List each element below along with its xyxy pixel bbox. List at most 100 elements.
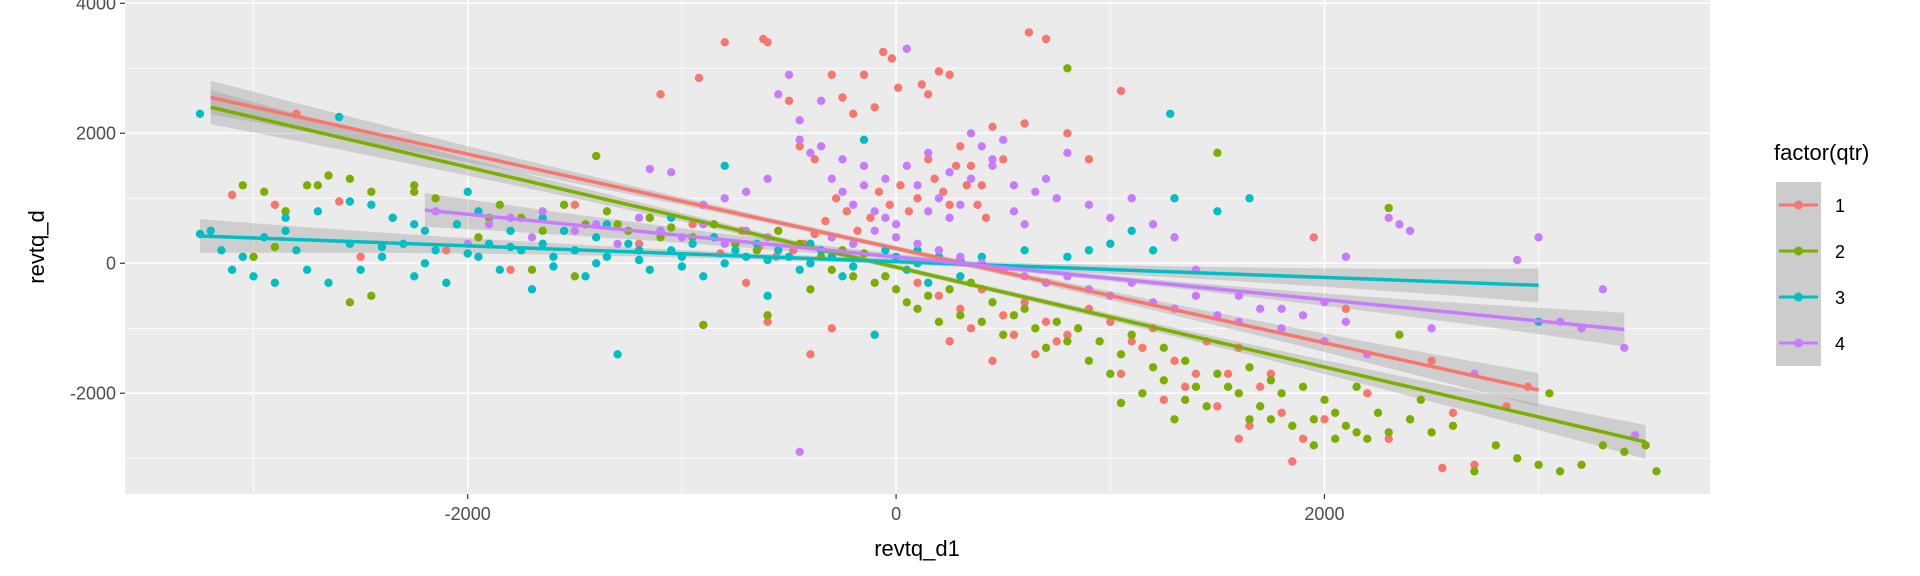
point-series-3 — [1127, 226, 1136, 235]
point-series-2 — [281, 207, 290, 216]
point-series-1 — [1020, 298, 1029, 307]
point-series-1 — [866, 213, 875, 222]
point-series-3 — [624, 239, 633, 248]
point-series-4 — [1277, 324, 1286, 333]
point-series-4 — [881, 174, 890, 183]
point-series-3 — [1106, 239, 1115, 248]
point-series-1 — [506, 265, 515, 274]
point-series-1 — [939, 187, 948, 196]
point-series-2 — [1309, 415, 1319, 424]
point-series-1 — [1384, 434, 1393, 443]
y-axis-title: revtq_d — [24, 210, 49, 283]
point-series-3 — [1020, 246, 1029, 255]
point-series-4 — [988, 155, 997, 164]
point-series-1 — [981, 213, 991, 222]
point-series-1 — [1213, 402, 1222, 411]
fit-line-2 — [210, 105, 1647, 444]
point-series-2 — [1181, 356, 1190, 365]
point-series-4 — [1598, 285, 1608, 294]
point-series-2 — [1652, 467, 1661, 476]
point-series-3 — [527, 285, 537, 294]
point-series-2 — [699, 320, 708, 330]
fit-line-4 — [424, 208, 1625, 332]
point-series-3 — [249, 272, 258, 281]
point-series-1 — [1031, 350, 1040, 359]
point-series-4 — [570, 226, 579, 235]
point-series-4 — [816, 96, 826, 106]
point-series-3 — [1063, 252, 1072, 261]
point-series-3 — [335, 112, 344, 122]
point-series-2 — [999, 330, 1008, 339]
point-series-3 — [581, 272, 590, 281]
point-series-1 — [904, 207, 914, 216]
point-series-3 — [420, 226, 430, 235]
legend-label-1: 1 — [1835, 196, 1845, 216]
point-series-2 — [1256, 402, 1265, 411]
point-series-1 — [831, 194, 841, 203]
point-series-1 — [1041, 317, 1051, 326]
point-series-3 — [645, 265, 654, 274]
point-series-1 — [945, 200, 954, 209]
point-series-2 — [763, 311, 772, 320]
point-series-4 — [966, 129, 976, 138]
point-series-1 — [879, 47, 888, 57]
point-series-3 — [549, 252, 558, 261]
point-series-2 — [1202, 402, 1211, 411]
point-series-1 — [1041, 34, 1051, 44]
point-series-4 — [988, 161, 997, 170]
point-series-4 — [891, 220, 901, 229]
point-series-2 — [774, 226, 783, 235]
point-series-1 — [853, 226, 862, 235]
fit-lines — [199, 95, 1647, 444]
point-series-3 — [720, 161, 729, 170]
point-series-1 — [1024, 28, 1034, 37]
point-series-1 — [784, 96, 794, 106]
point-series-4 — [1084, 200, 1094, 209]
point-series-1 — [1234, 434, 1244, 443]
point-series-2 — [1555, 467, 1565, 476]
point-series-1 — [934, 291, 944, 300]
point-series-4 — [870, 226, 879, 235]
point-series-1 — [917, 80, 926, 89]
point-series-1 — [1320, 415, 1329, 424]
point-series-4 — [1020, 220, 1029, 229]
point-series-1 — [887, 54, 896, 63]
point-series-1 — [1341, 304, 1351, 313]
point-series-4 — [956, 252, 965, 261]
point-series-1 — [1009, 330, 1019, 339]
point-series-1 — [1288, 457, 1297, 466]
x-tick-label: -2000 — [445, 504, 491, 524]
point-series-3 — [1148, 246, 1158, 255]
point-series-3 — [302, 265, 312, 274]
point-series-3 — [281, 213, 290, 222]
point-series-1 — [962, 181, 971, 190]
point-series-1 — [930, 174, 939, 183]
point-series-2 — [324, 171, 333, 180]
point-series-1 — [924, 90, 933, 99]
point-series-2 — [238, 181, 247, 190]
legend: factor(qtr) 1 2 3 4 — [1774, 140, 1869, 366]
point-series-3 — [859, 135, 869, 144]
point-series-4 — [1341, 317, 1351, 326]
point-series-1 — [806, 350, 815, 359]
point-series-3 — [774, 246, 783, 255]
point-series-2 — [1309, 441, 1319, 450]
point-series-4 — [1009, 207, 1019, 216]
point-series-4 — [913, 239, 922, 248]
point-series-1 — [1245, 421, 1254, 430]
point-series-2 — [1138, 389, 1147, 398]
point-series-1 — [945, 70, 954, 80]
point-series-4 — [741, 187, 751, 196]
point-series-4 — [634, 213, 644, 222]
point-series-2 — [1191, 382, 1201, 391]
point-series-4 — [613, 239, 622, 248]
point-series-3 — [924, 278, 933, 287]
point-series-2 — [559, 200, 569, 209]
point-series-1 — [874, 187, 884, 196]
point-series-4 — [784, 70, 794, 80]
point-series-1 — [694, 73, 704, 83]
point-series-4 — [795, 135, 804, 144]
point-series-1 — [988, 356, 997, 365]
point-series-3 — [474, 252, 483, 261]
point-series-2 — [1020, 304, 1029, 313]
